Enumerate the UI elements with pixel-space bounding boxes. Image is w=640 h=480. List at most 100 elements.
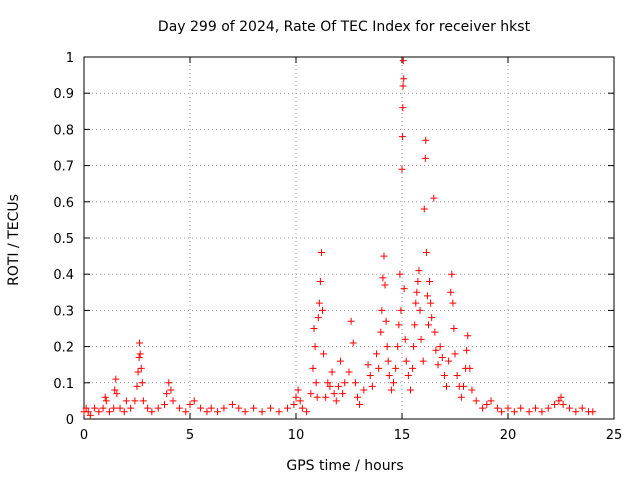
data-point [380, 252, 388, 260]
data-point [425, 321, 432, 329]
data-point [451, 350, 459, 358]
data-point [161, 401, 169, 409]
data-point [422, 248, 430, 256]
data-point [203, 408, 211, 416]
data-point [487, 397, 495, 405]
data-point [384, 357, 392, 365]
data-point [294, 386, 302, 394]
x-tick-label: 25 [606, 428, 623, 443]
data-point [220, 404, 228, 412]
data-point [112, 375, 120, 383]
data-point [375, 364, 383, 372]
data-point [197, 404, 205, 412]
y-tick-label: 0.6 [53, 196, 74, 211]
data-point [148, 408, 156, 416]
data-point [360, 386, 368, 394]
y-tick-label: 0.4 [53, 268, 74, 283]
data-point [351, 379, 359, 387]
data-point [347, 317, 355, 325]
data-point [555, 397, 563, 405]
data-point [406, 386, 414, 394]
data-point [207, 404, 215, 412]
data-point [379, 274, 387, 282]
data-point [326, 382, 334, 390]
data-point [438, 353, 446, 361]
data-point [320, 350, 328, 358]
data-point [416, 306, 424, 314]
data-point [316, 277, 324, 285]
data-point [412, 299, 420, 307]
data-point [396, 270, 404, 278]
data-point [445, 357, 453, 365]
data-point [135, 353, 143, 361]
data-point [381, 281, 389, 289]
y-tick-label: 0.8 [53, 123, 74, 138]
x-tick-label: 0 [80, 428, 88, 443]
data-point [464, 332, 472, 340]
y-tick-label: 0.2 [53, 341, 74, 356]
data-point [241, 408, 249, 416]
data-point [310, 325, 318, 332]
data-point [349, 339, 357, 347]
data-point [186, 401, 194, 409]
data-point [572, 408, 580, 416]
data-point [364, 361, 372, 369]
data-point [113, 390, 121, 398]
data-point [95, 408, 103, 416]
data-point [341, 379, 349, 387]
data-point [120, 408, 128, 416]
data-point [559, 401, 567, 409]
data-point [399, 57, 407, 65]
data-point [101, 393, 109, 401]
data-point [450, 325, 458, 332]
data-point [154, 404, 162, 412]
data-point [366, 372, 374, 380]
data-point [322, 393, 330, 401]
data-point [330, 390, 338, 398]
data-point [127, 404, 135, 412]
data-point [163, 390, 171, 398]
data-point [557, 393, 565, 401]
data-point [417, 335, 425, 343]
data-point [377, 328, 385, 336]
data-point [312, 379, 320, 387]
data-point [447, 288, 455, 296]
data-point [422, 136, 430, 144]
grid-lines [84, 57, 614, 419]
data-point [466, 364, 474, 372]
data-point [525, 408, 533, 416]
data-point [91, 404, 99, 412]
data-point [415, 267, 423, 275]
data-point [498, 408, 506, 416]
x-tick-label: 15 [394, 428, 411, 443]
y-axis-label: ROTI / TECUs [6, 194, 22, 286]
data-point [431, 328, 439, 336]
x-tick-label: 20 [500, 428, 517, 443]
data-point [390, 379, 398, 387]
x-tick-label: 10 [288, 428, 305, 443]
data-point [421, 154, 429, 162]
data-point [169, 397, 177, 405]
data-point [356, 401, 364, 409]
data-point [387, 386, 395, 394]
data-point [411, 321, 419, 329]
data-point [448, 270, 456, 278]
data-point [428, 314, 436, 322]
data-point [324, 379, 332, 387]
data-point [136, 350, 144, 358]
data-point [317, 248, 325, 256]
data-point [165, 379, 173, 387]
data-point [175, 404, 183, 412]
data-point [292, 393, 300, 401]
data-point [538, 408, 546, 416]
data-point [275, 408, 283, 416]
data-point [419, 357, 427, 365]
data-point [303, 408, 311, 416]
data-point [110, 404, 118, 412]
data-point [298, 404, 306, 412]
data-point [457, 393, 465, 401]
data-point [116, 404, 124, 412]
data-point [453, 372, 461, 380]
data-point [510, 408, 518, 416]
data-point [86, 411, 94, 419]
